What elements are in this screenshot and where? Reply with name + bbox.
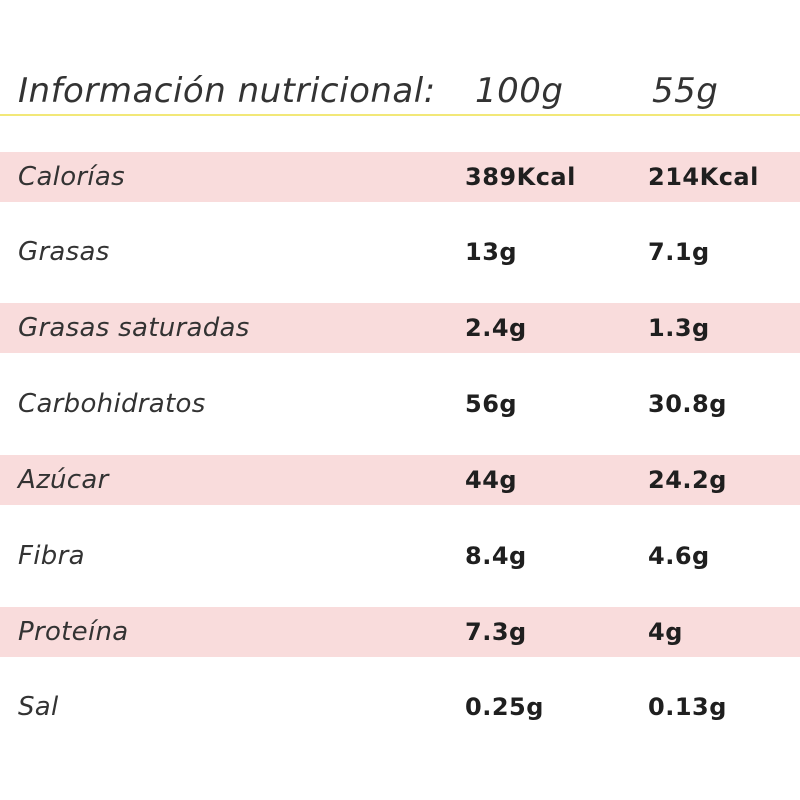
table-row: Sal 0.25g 0.13g [0,682,800,732]
value-55g: 4.6g [648,542,710,570]
header-column-55g: 55g [652,71,719,111]
nutrient-name: Carbohidratos [18,389,206,419]
nutrient-name: Grasas saturadas [18,313,250,343]
table-row: Calorías 389Kcal 214Kcal [0,152,800,202]
table-row: Proteína 7.3g 4g [0,607,800,657]
value-55g: 24.2g [648,466,727,494]
nutrient-name: Calorías [18,162,126,192]
value-55g: 4g [648,618,683,646]
value-55g: 0.13g [648,693,727,721]
nutrient-name: Proteína [18,617,129,647]
table-row: Carbohidratos 56g 30.8g [0,379,800,429]
table-row: Fibra 8.4g 4.6g [0,531,800,581]
value-100g: 8.4g [465,542,527,570]
value-55g: 7.1g [648,238,710,266]
value-100g: 56g [465,390,518,418]
value-55g: 30.8g [648,390,727,418]
header-column-100g: 100g [475,71,564,111]
header-title: Información nutricional: [18,71,436,111]
value-100g: 389Kcal [465,163,576,191]
table-row: Grasas saturadas 2.4g 1.3g [0,303,800,353]
value-55g: 1.3g [648,314,710,342]
header-divider [0,114,800,116]
value-100g: 0.25g [465,693,544,721]
table-header: Información nutricional: 100g 55g [0,66,800,116]
value-100g: 7.3g [465,618,527,646]
value-100g: 2.4g [465,314,527,342]
nutrient-name: Sal [18,692,59,722]
value-100g: 13g [465,238,518,266]
nutrient-name: Fibra [18,541,85,571]
table-row: Azúcar 44g 24.2g [0,455,800,505]
value-55g: 214Kcal [648,163,759,191]
nutrient-name: Azúcar [18,465,109,495]
table-row: Grasas 13g 7.1g [0,227,800,277]
nutrient-name: Grasas [18,237,110,267]
value-100g: 44g [465,466,518,494]
